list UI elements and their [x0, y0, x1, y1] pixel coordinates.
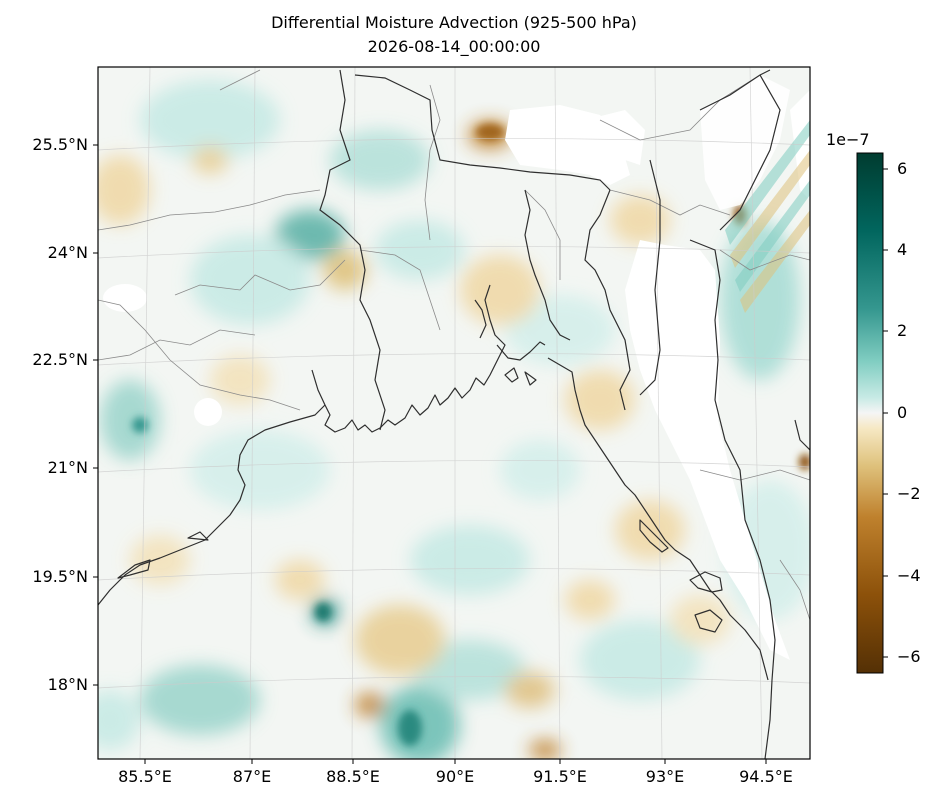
state-borders: [98, 69, 810, 621]
lat-tick-label: 21°N: [47, 458, 88, 477]
lat-tick-label: 24°N: [47, 243, 88, 262]
graticule: [98, 67, 810, 759]
moisture-advection-field: [98, 67, 810, 759]
colorbar-tick-label: 6: [897, 159, 908, 178]
lon-tick-label: 90°E: [435, 767, 475, 786]
lon-tick-label: 94.5°E: [739, 767, 793, 786]
map-frame: [97, 66, 811, 760]
lat-tick-label: 19.5°N: [32, 567, 88, 586]
lon-tick-label: 88.5°E: [326, 767, 380, 786]
lat-tick-label: 18°N: [47, 675, 88, 694]
colorbar: [856, 152, 884, 674]
map-timestamp: 2026-08-14_00:00:00: [367, 37, 541, 56]
lat-tick-label: 22.5°N: [32, 350, 88, 369]
coastline: [98, 284, 769, 681]
colorbar-tick-label: −4: [897, 566, 921, 585]
axis-ticks: [93, 144, 767, 764]
colorbar-tick-label: −2: [897, 484, 921, 503]
lon-tick-label: 93°E: [645, 767, 685, 786]
colorbar-tick-label: 4: [897, 240, 908, 259]
colorbar-exponent: 1e−7: [826, 130, 870, 149]
colorbar-ticks: [883, 168, 888, 658]
lon-tick-label: 87°E: [232, 767, 272, 786]
map-title: Differential Moisture Advection (925-500…: [271, 13, 637, 32]
colorbar-tick-label: 2: [897, 321, 908, 340]
country-borders: [319, 69, 810, 759]
colorbar-tick-label: −6: [897, 647, 921, 666]
lat-tick-label: 25.5°N: [32, 135, 88, 154]
colorbar-tick-label: 0: [897, 403, 908, 422]
lon-tick-label: 91.5°E: [533, 767, 587, 786]
lon-tick-label: 85.5°E: [118, 767, 172, 786]
